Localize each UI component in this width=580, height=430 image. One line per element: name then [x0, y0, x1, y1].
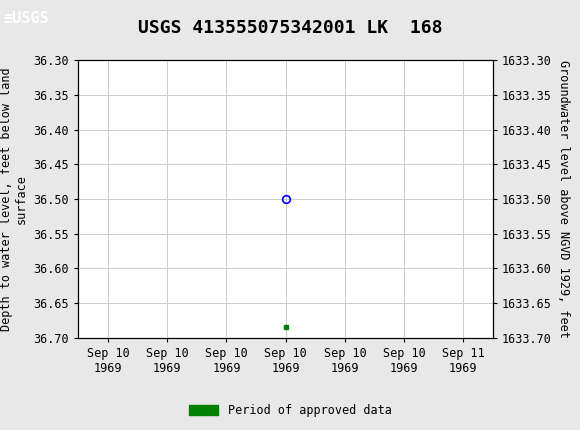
Legend: Period of approved data: Period of approved data: [184, 399, 396, 422]
Y-axis label: Groundwater level above NGVD 1929, feet: Groundwater level above NGVD 1929, feet: [557, 60, 571, 338]
Y-axis label: Depth to water level, feet below land
surface: Depth to water level, feet below land su…: [0, 67, 28, 331]
Text: ≡USGS: ≡USGS: [3, 12, 49, 26]
Text: USGS 413555075342001 LK  168: USGS 413555075342001 LK 168: [138, 19, 442, 37]
